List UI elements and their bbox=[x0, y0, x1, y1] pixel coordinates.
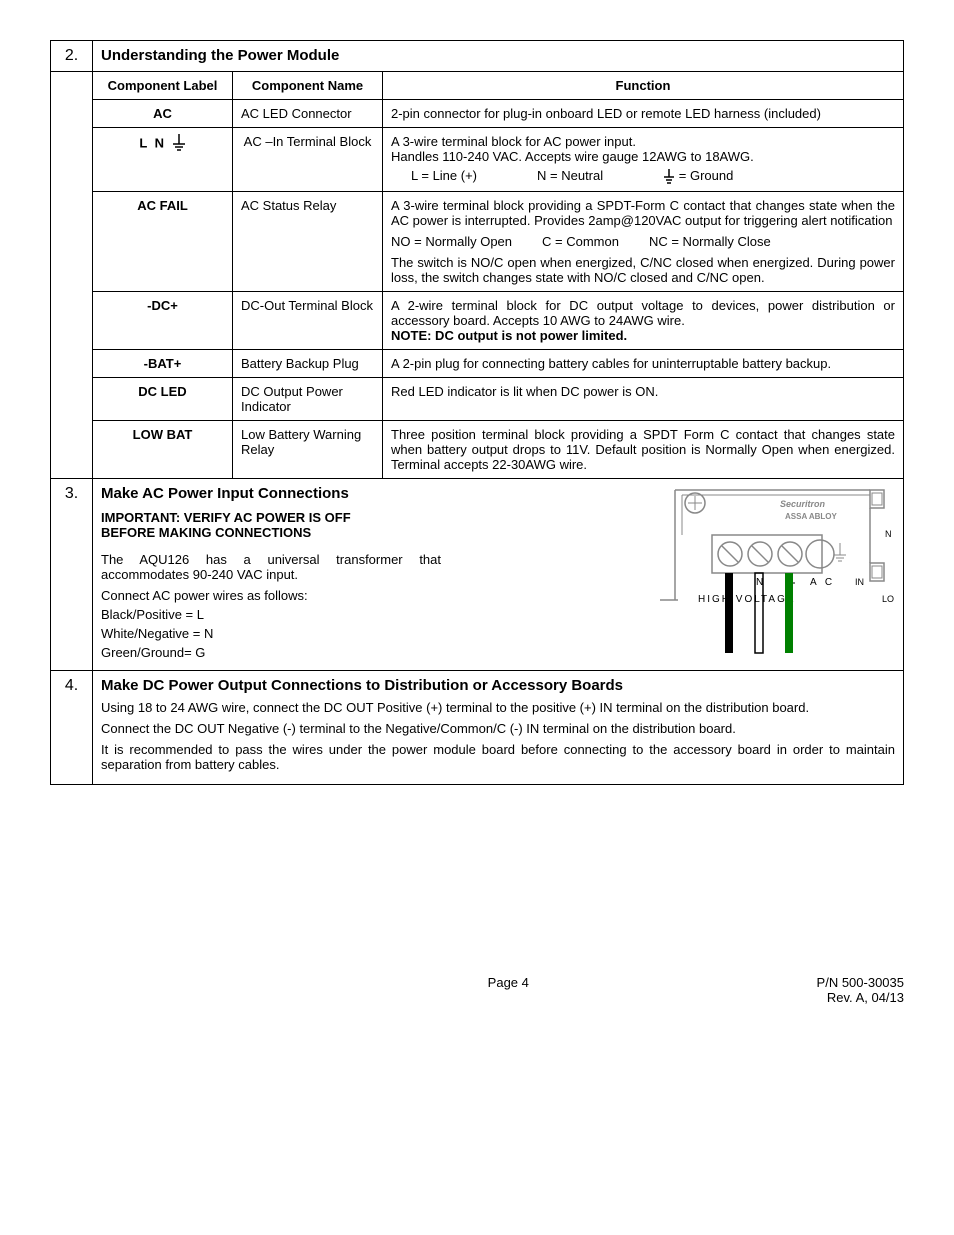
document-table: 2. Understanding the Power Module Compon… bbox=[50, 40, 904, 785]
header-component-name: Component Name bbox=[233, 72, 383, 100]
row-ln-label-text: L N bbox=[139, 135, 171, 150]
svg-text:N: N bbox=[756, 577, 763, 588]
row-dc-line1: A 2-wire terminal block for DC output vo… bbox=[391, 298, 895, 328]
row-ln-func-line1: A 3-wire terminal block for AC power inp… bbox=[391, 134, 895, 149]
step-3-l2: White/Negative = N bbox=[101, 626, 441, 641]
step-3-warn1: IMPORTANT: VERIFY AC POWER IS OFF bbox=[101, 510, 441, 525]
step-4-title: Make DC Power Output Connections to Dist… bbox=[101, 677, 895, 694]
footer-rev: Rev. A, 04/13 bbox=[817, 990, 904, 1005]
def-line-l: L = Line (+) bbox=[411, 168, 477, 185]
row-dcled-function: Red LED indicator is lit when DC power i… bbox=[383, 377, 904, 420]
row-dc-function: A 2-wire terminal block for DC output vo… bbox=[383, 291, 904, 349]
step-2-spacer bbox=[51, 72, 93, 479]
row-ln-func-line2: Handles 110-240 VAC. Accepts wire gauge … bbox=[391, 149, 895, 164]
brand-assa: ASSA ABLOY bbox=[785, 512, 838, 521]
step-4-p3: It is recommended to pass the wires unde… bbox=[101, 742, 895, 772]
row-dc-note: NOTE: DC output is not power limited. bbox=[391, 328, 895, 343]
row-ac-label: AC bbox=[93, 100, 233, 128]
step-3-title: Make AC Power Input Connections bbox=[101, 485, 441, 502]
row-ln-function: A 3-wire terminal block for AC power inp… bbox=[383, 128, 904, 192]
step-4-number: 4. bbox=[51, 670, 93, 784]
row-bat-name: Battery Backup Plug bbox=[233, 349, 383, 377]
header-function: Function bbox=[383, 72, 904, 100]
ac-wiring-diagram-icon: Securitron ASSA ABLOY bbox=[660, 485, 895, 660]
svg-text:N: N bbox=[885, 529, 892, 539]
svg-text:HIGH VOLTAGE: HIGH VOLTAGE bbox=[698, 594, 796, 605]
def-no: NO = Normally Open bbox=[391, 234, 512, 249]
row-acfail-defs: NO = Normally Open C = Common NC = Norma… bbox=[391, 234, 895, 249]
svg-text:A C: A C bbox=[810, 577, 835, 588]
header-component-label: Component Label bbox=[93, 72, 233, 100]
footer-right: P/N 500-30035 Rev. A, 04/13 bbox=[817, 975, 904, 1005]
row-dc-label: -DC+ bbox=[93, 291, 233, 349]
step-2-number: 2. bbox=[51, 41, 93, 72]
row-acfail-name: AC Status Relay bbox=[233, 191, 383, 291]
row-acfail-p2: The switch is NO/C open when energized, … bbox=[391, 255, 895, 285]
def-line-n: N = Neutral bbox=[537, 168, 603, 185]
row-ln-label: L N bbox=[93, 128, 233, 192]
step-4-p2: Connect the DC OUT Negative (-) terminal… bbox=[101, 721, 895, 736]
step-3-content: Make AC Power Input Connections IMPORTAN… bbox=[93, 478, 904, 670]
def-line-g: = Ground bbox=[663, 168, 733, 185]
step-2-title: Understanding the Power Module bbox=[101, 47, 339, 64]
step-3-diagram: Securitron ASSA ABLOY bbox=[451, 485, 895, 664]
row-lowbat-label: LOW BAT bbox=[93, 420, 233, 478]
step-3-number: 3. bbox=[51, 478, 93, 670]
ground-icon-small bbox=[663, 169, 675, 185]
step-3-p2: Connect AC power wires as follows: bbox=[101, 588, 441, 603]
step-4-p1: Using 18 to 24 AWG wire, connect the DC … bbox=[101, 700, 895, 715]
step-3-text-col: Make AC Power Input Connections IMPORTAN… bbox=[101, 485, 441, 664]
footer-pn: P/N 500-30035 bbox=[817, 975, 904, 990]
row-dcled-label: DC LED bbox=[93, 377, 233, 420]
footer-page: Page 4 bbox=[200, 975, 817, 1005]
svg-text:LO: LO bbox=[882, 594, 894, 604]
step-3-warn2: BEFORE MAKING CONNECTIONS bbox=[101, 525, 441, 540]
page-footer: Page 4 P/N 500-30035 Rev. A, 04/13 bbox=[50, 975, 904, 1005]
row-ln-defs: L = Line (+) N = Neutral = Ground bbox=[411, 168, 895, 185]
step-3-l1: Black/Positive = L bbox=[101, 607, 441, 622]
brand-securitron: Securitron bbox=[780, 499, 826, 509]
row-acfail-label: AC FAIL bbox=[93, 191, 233, 291]
row-bat-label: -BAT+ bbox=[93, 349, 233, 377]
row-ac-function: 2-pin connector for plug-in onboard LED … bbox=[383, 100, 904, 128]
step-3-p1: The AQU126 has a universal transformer t… bbox=[101, 552, 441, 582]
row-acfail-p1: A 3-wire terminal block providing a SPDT… bbox=[391, 198, 895, 228]
row-dcled-name: DC Output Power Indicator bbox=[233, 377, 383, 420]
svg-text:IN: IN bbox=[855, 577, 864, 587]
row-dc-name: DC-Out Terminal Block bbox=[233, 291, 383, 349]
row-lowbat-function: Three position terminal block providing … bbox=[383, 420, 904, 478]
ground-icon bbox=[172, 134, 186, 154]
row-ln-name: AC –In Terminal Block bbox=[233, 128, 383, 192]
def-nc: NC = Normally Close bbox=[649, 234, 771, 249]
row-acfail-function: A 3-wire terminal block providing a SPDT… bbox=[383, 191, 904, 291]
step-4-content: Make DC Power Output Connections to Dist… bbox=[93, 670, 904, 784]
row-bat-function: A 2-pin plug for connecting battery cabl… bbox=[383, 349, 904, 377]
row-lowbat-name: Low Battery Warning Relay bbox=[233, 420, 383, 478]
def-c: C = Common bbox=[542, 234, 619, 249]
row-ac-name: AC LED Connector bbox=[233, 100, 383, 128]
step-3-l3: Green/Ground= G bbox=[101, 645, 441, 660]
step-2-title-cell: Understanding the Power Module bbox=[93, 41, 904, 72]
